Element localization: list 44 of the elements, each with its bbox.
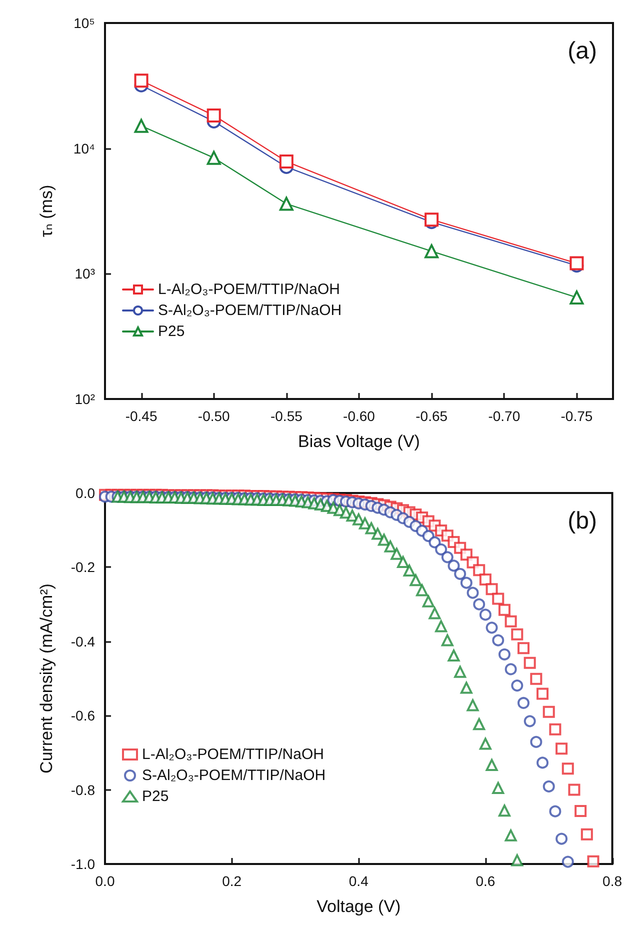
x-tick-label: -0.65 (416, 408, 448, 424)
x-tick-label: -0.60 (343, 408, 376, 424)
y-tick-label: -0.8 (70, 782, 96, 798)
legend-label: S-Al₂O₃-POEM/TTIP/NaOH (142, 767, 326, 784)
x-tick-label: 0.6 (476, 873, 496, 889)
x-tick-label: -0.70 (488, 408, 520, 424)
y-tick-label: 10⁴ (73, 140, 95, 156)
y-tick-label: -0.4 (70, 633, 96, 650)
x-tick-label: 0.4 (348, 873, 369, 889)
legend-label: L-Al₂O₃-POEM/TTIP/NaOH (158, 281, 340, 298)
point (279, 196, 294, 211)
x-axis-title: Bias Voltage (V) (298, 432, 420, 451)
point (134, 74, 148, 88)
y-axis-title: τₙ (ms) (37, 184, 56, 238)
x-tick-label: 0.0 (95, 873, 115, 889)
legend-label: P25 (158, 323, 185, 340)
y-tick-label: -0.6 (70, 708, 96, 724)
legend-label: P25 (142, 788, 169, 805)
y-tick-label: -0.2 (70, 559, 96, 576)
y-tick-label: 0.0 (76, 485, 96, 501)
point (570, 290, 584, 304)
y-tick-label: 10³ (74, 266, 96, 282)
legend-label: L-Al₂O₃-POEM/TTIP/NaOH (142, 746, 324, 763)
y-tick-label: 10⁵ (74, 15, 95, 31)
point (570, 256, 584, 270)
annotation: (b) (568, 508, 598, 534)
x-tick-label: 0.8 (602, 873, 622, 889)
x-tick-label: -0.45 (125, 408, 158, 424)
y-axis-title: Current density (mA/cm²) (37, 584, 56, 774)
x-tick-label: -0.55 (270, 408, 303, 424)
point (206, 150, 221, 165)
x-axis-title: Voltage (V) (316, 897, 401, 916)
point (424, 244, 439, 258)
annotation: (a) (568, 38, 598, 64)
point (279, 154, 294, 169)
legend-label: S-Al₂O₃-POEM/TTIP/NaOH (158, 302, 342, 319)
y-tick-label: -1.0 (70, 856, 96, 872)
x-tick-label: 0.2 (222, 873, 242, 889)
point (206, 108, 221, 122)
y-tick-label: 10² (74, 391, 96, 407)
x-tick-label: -0.75 (560, 408, 593, 424)
x-tick-label: -0.50 (198, 408, 230, 424)
point (424, 212, 439, 227)
point (134, 118, 148, 133)
